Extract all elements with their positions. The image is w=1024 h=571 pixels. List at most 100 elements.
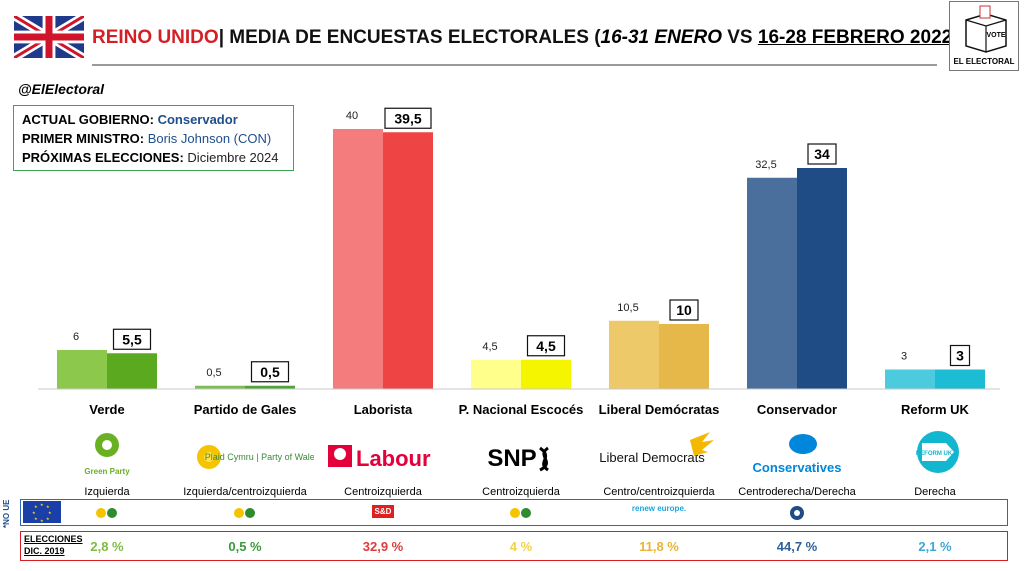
svg-text:★: ★ [46,516,50,521]
bar-previous-3 [471,359,521,389]
government-info-box: ACTUAL GOBIERNO: Conservador PRIMER MINI… [13,105,294,171]
next-election-value: Diciembre 2024 [187,150,279,165]
bar-current-0 [107,353,157,389]
eu-group-greens-icon [38,505,176,523]
value-box-current-1 [250,361,290,383]
election-2019-result-5: 44,7 % [776,539,818,554]
libdem-bird-icon: Liberal Democrats [599,432,714,465]
svg-text:★: ★ [32,510,36,515]
bar-previous-6 [885,369,935,389]
eu-group-greens-icon-2 [176,505,314,523]
ideology-label-6: Derecha [914,486,956,498]
bar-current-3 [521,359,571,389]
bar-previous-5 [747,177,797,389]
ideology-label-1: Izquierda/centroizquierda [183,486,307,498]
ideology-label-5: Centroderecha/Derecha [738,486,856,498]
elections-2019-row: ELECCIONES DIC. 2019 2,8 % 0,5 % 32,9 % 4 %… [20,531,1008,561]
value-label-current-3: 4,5 [536,338,556,354]
election-2019-result-2: 32,9 % [362,539,404,554]
category-label-0: Verde [89,402,125,417]
value-label-current-2: 39,5 [394,110,421,126]
bar-previous-1 [195,385,245,389]
eu-group-renew: renew europe. [631,504,687,513]
conservative-tree-icon: Conservatives [753,434,841,475]
page-title: REINO UNIDO| MEDIA DE ENCUESTAS ELECTORA… [92,27,959,49]
bar-current-1 [245,385,295,389]
sd-badge: S&D [371,505,395,518]
value-label-previous-1: 0,5 [206,367,221,379]
svg-text:★: ★ [40,518,44,523]
elections-title-line2: DIC. 2019 [24,546,65,556]
bar-current-6 [935,369,985,389]
value-label-previous-0: 6 [73,331,79,343]
value-label-previous-6: 3 [901,351,907,363]
bar-current-2 [383,132,433,389]
no-ue-label: *NO UE [2,499,11,528]
value-box-current-4 [669,299,699,321]
category-label-3: P. Nacional Escocés [458,402,584,417]
value-label-current-6: 3 [956,348,964,364]
election-2019-result-1: 0,5 % [228,539,262,554]
value-box-current-6 [949,344,971,367]
header: REINO UNIDO| MEDIA DE ENCUESTAS ELECTORA… [0,0,1024,75]
election-2019-result-4: 11,8 % [639,539,679,554]
svg-text:★: ★ [46,504,50,509]
category-label-1: Partido de Gales [193,402,297,417]
bar-current-4 [659,324,709,389]
libdem-logo: Liberal Democrats [590,428,728,480]
value-box-current-2 [384,107,432,129]
ideology-label-3: Centroizquierda [482,486,560,498]
uk-flag-icon [14,16,84,58]
logo-vote-text: VOTE [986,32,1005,39]
plaid-cymru-logo: Plaid Cymru | Party of Wales [176,428,320,480]
title-main: MEDIA DE ENCUESTAS ELECTORALES ( [229,27,601,48]
plaid-logo-text: Plaid Cymru | Party of Wales [205,452,314,462]
labour-logo-text: Labour [356,446,431,471]
plaid-cymru-icon: Plaid Cymru | Party of Wales [197,445,320,469]
ideology-label-2: Centroizquierda [344,486,422,498]
eu-group-ecr-icon [728,505,866,523]
snp-logo: SNP [452,428,590,480]
value-label-previous-5: 32,5 [755,159,776,171]
reform-uk-logo: REFORM UK [866,428,1004,480]
value-label-previous-2: 40 [346,110,358,122]
eu-flag-icon: ★ ★ ★ ★ ★ ★ ★ ★ [23,501,61,523]
gov-value: Conservador [157,112,238,127]
category-label-6: Reform UK [901,402,969,417]
elections-title-line1: ELECCIONES [24,534,83,544]
ideology-label-4: Centro/centroizquierda [603,486,715,498]
title-vs: VS [721,27,758,48]
gov-label: ACTUAL GOBIERNO: [22,112,154,127]
twitter-handle: @ElElectoral [18,81,105,97]
category-label-2: Laborista [353,402,413,417]
green-party-icon: Green Party [84,433,130,476]
value-box-current-5 [807,143,837,165]
eu-group-greens-icon-3 [452,505,590,523]
category-label-5: Conservador [756,402,838,417]
bar-previous-2 [333,129,383,389]
svg-text:★: ★ [40,502,44,507]
title-separator: | [218,27,225,48]
value-label-current-1: 0,5 [260,364,280,380]
eu-group-sd: S&D [314,505,452,518]
value-box-current-0 [112,328,152,350]
logo-brand: EL ELECTORAL [953,57,1015,66]
value-label-current-0: 5,5 [122,331,142,347]
pm-label: PRIMER MINISTRO: [22,131,145,146]
reform-logo-text: REFORM UK [916,451,953,457]
eu-group-row: ★ ★ ★ ★ ★ ★ ★ ★ S&D renew europe. [20,499,1008,526]
value-label-current-5: 34 [814,146,830,162]
category-label-4: Liberal Demócratas [598,402,720,417]
green-party-logo: Green Party [38,428,176,480]
snp-icon: SNP [487,445,549,472]
period-current: 16-28 FEBRERO 2022 [757,27,953,48]
elections-title: ELECCIONES DIC. 2019 [24,533,83,557]
value-label-current-4: 10 [676,302,692,318]
conservatives-logo: Conservatives [728,428,866,480]
next-election-label: PRÓXIMAS ELECCIONES: [22,150,184,165]
svg-text:★: ★ [34,516,38,521]
libdem-logo-text: Liberal Democrats [599,450,705,465]
pm-value: Boris Johnson (CON) [147,131,272,146]
labour-logo: Labour [314,428,452,480]
